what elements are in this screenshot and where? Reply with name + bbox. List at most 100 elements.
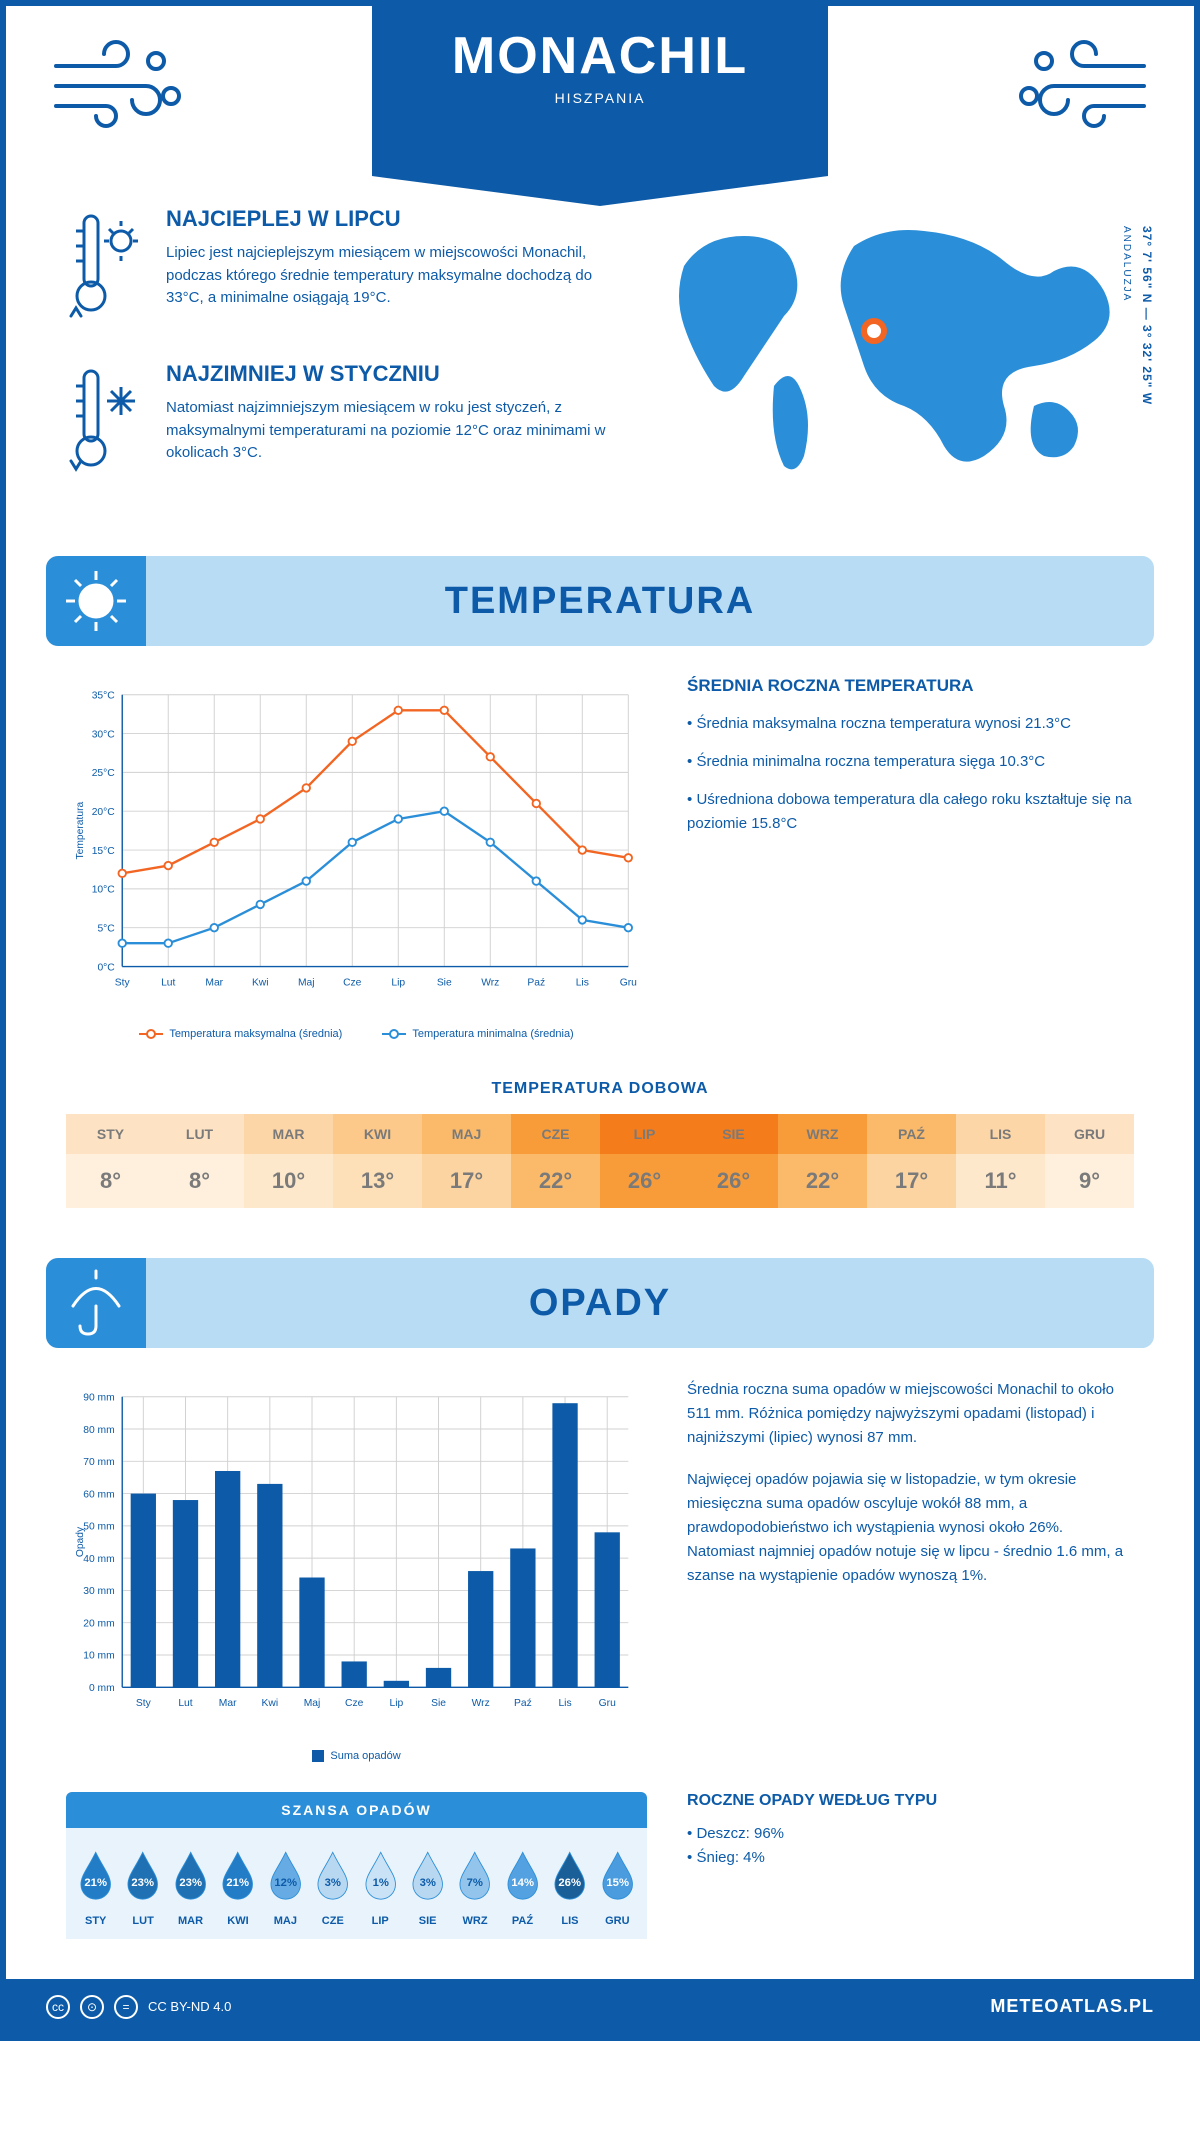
- chance-drop: 23% LUT: [121, 1844, 164, 1927]
- svg-text:26%: 26%: [559, 1877, 582, 1889]
- svg-text:Cze: Cze: [345, 1698, 364, 1709]
- chance-drop: 14% PAŹ: [501, 1844, 544, 1927]
- daily-temp-block: TEMPERATURA DOBOWA STY 8° LUT 8° MAR 10°…: [6, 1080, 1194, 1258]
- precip-type-line: • Śnieg: 4%: [687, 1846, 1134, 1870]
- svg-text:21%: 21%: [227, 1877, 250, 1889]
- daily-temp-cell: SIE 26°: [689, 1114, 778, 1208]
- svg-text:90 mm: 90 mm: [83, 1393, 114, 1404]
- chance-drop: 3% SIE: [406, 1844, 449, 1927]
- daily-temp-title: TEMPERATURA DOBOWA: [66, 1080, 1134, 1098]
- svg-text:Sty: Sty: [136, 1698, 152, 1709]
- legend-min: Temperatura minimalna (średnia): [412, 1028, 573, 1040]
- chance-drop: 26% LIS: [548, 1844, 591, 1927]
- coldest-block: NAJZIMNIEJ W STYCZNIU Natomiast najzimni…: [66, 361, 614, 486]
- svg-text:Maj: Maj: [304, 1698, 321, 1709]
- svg-text:Mar: Mar: [219, 1698, 237, 1709]
- annual-temp-bullet: • Uśredniona dobowa temperatura dla całe…: [687, 788, 1134, 836]
- cc-icon: cc: [46, 1995, 70, 2019]
- chance-block: SZANSA OPADÓW 21% STY 23% LUT 23% MAR 21…: [66, 1792, 647, 1939]
- svg-text:Sty: Sty: [115, 977, 131, 988]
- svg-text:14%: 14%: [511, 1877, 534, 1889]
- svg-text:10 mm: 10 mm: [83, 1651, 114, 1662]
- daily-temp-cell: WRZ 22°: [778, 1114, 867, 1208]
- svg-text:3%: 3%: [420, 1877, 436, 1889]
- coldest-text: Natomiast najzimniejszym miesiącem w rok…: [166, 397, 614, 465]
- svg-text:23%: 23%: [179, 1877, 202, 1889]
- annual-temp-title: ŚREDNIA ROCZNA TEMPERATURA: [687, 676, 1134, 696]
- svg-text:20 mm: 20 mm: [83, 1619, 114, 1630]
- thermometer-sun-icon: [66, 206, 146, 331]
- precip-text: Średnia roczna suma opadów w miejscowośc…: [687, 1378, 1134, 1450]
- country-subtitle: HISZPANIA: [452, 90, 748, 106]
- svg-text:15%: 15%: [606, 1877, 629, 1889]
- svg-text:Maj: Maj: [298, 977, 315, 988]
- svg-text:30°C: 30°C: [92, 729, 116, 740]
- svg-text:Paź: Paź: [527, 977, 545, 988]
- temperature-title: TEMPERATURA: [46, 580, 1154, 623]
- coldest-title: NAJZIMNIEJ W STYCZNIU: [166, 361, 614, 387]
- svg-text:Gru: Gru: [620, 977, 637, 988]
- daily-temp-cell: CZE 22°: [511, 1114, 600, 1208]
- svg-text:35°C: 35°C: [92, 690, 116, 701]
- chance-drop: 3% CZE: [311, 1844, 354, 1927]
- daily-temp-cell: GRU 9°: [1045, 1114, 1134, 1208]
- daily-temp-cell: STY 8°: [66, 1114, 155, 1208]
- svg-text:Lip: Lip: [389, 1698, 403, 1709]
- svg-text:3%: 3%: [325, 1877, 341, 1889]
- precip-type-title: ROCZNE OPADY WEDŁUG TYPU: [687, 1792, 1134, 1810]
- daily-temp-cell: MAR 10°: [244, 1114, 333, 1208]
- umbrella-icon: [46, 1258, 146, 1348]
- svg-text:Sie: Sie: [437, 977, 452, 988]
- svg-text:20°C: 20°C: [92, 807, 116, 818]
- svg-text:0 mm: 0 mm: [89, 1683, 115, 1694]
- annual-temp-bullet: • Średnia maksymalna roczna temperatura …: [687, 712, 1134, 736]
- svg-text:0°C: 0°C: [97, 962, 115, 973]
- precipitation-bar-chart: 0 mm10 mm20 mm30 mm40 mm50 mm60 mm70 mm8…: [66, 1378, 647, 1761]
- daily-temp-cell: LUT 8°: [155, 1114, 244, 1208]
- temp-chart-legend: Temperatura maksymalna (średnia) Tempera…: [66, 1028, 647, 1040]
- chance-drop: 1% LIP: [359, 1844, 402, 1927]
- world-map-block: ANDALUZJA 37° 7' 56" N — 3° 32' 25" W: [654, 206, 1134, 516]
- svg-text:Paź: Paź: [514, 1698, 532, 1709]
- svg-text:Lut: Lut: [161, 977, 175, 988]
- svg-text:Lis: Lis: [576, 977, 589, 988]
- svg-text:30 mm: 30 mm: [83, 1587, 114, 1598]
- precip-text: Najwięcej opadów pojawia się w listopadz…: [687, 1468, 1134, 1588]
- world-map-icon: [654, 206, 1134, 491]
- svg-text:50 mm: 50 mm: [83, 1522, 114, 1533]
- annual-temp-block: ŚREDNIA ROCZNA TEMPERATURA • Średnia mak…: [687, 676, 1134, 1040]
- hottest-title: NAJCIEPLEJ W LIPCU: [166, 206, 614, 232]
- precip-type-block: ROCZNE OPADY WEDŁUG TYPU • Deszcz: 96% •…: [687, 1792, 1134, 1870]
- license-text: CC BY-ND 4.0: [148, 1999, 231, 2014]
- svg-text:Gru: Gru: [599, 1698, 616, 1709]
- precip-type-line: • Deszcz: 96%: [687, 1822, 1134, 1846]
- svg-text:Cze: Cze: [343, 977, 362, 988]
- precip-chart-legend: Suma opadów: [66, 1750, 647, 1762]
- chance-drop: 7% WRZ: [453, 1844, 496, 1927]
- temperature-section-header: TEMPERATURA: [46, 556, 1154, 646]
- intro-section: NAJCIEPLEJ W LIPCU Lipiec jest najcieple…: [6, 206, 1194, 556]
- nd-icon: =: [114, 1995, 138, 2019]
- svg-text:25°C: 25°C: [92, 768, 116, 779]
- precipitation-title: OPADY: [46, 1282, 1154, 1325]
- region-label: ANDALUZJA: [1121, 226, 1132, 302]
- chance-title: SZANSA OPADÓW: [66, 1792, 647, 1828]
- daily-temp-cell: MAJ 17°: [422, 1114, 511, 1208]
- svg-text:1%: 1%: [372, 1877, 388, 1889]
- chance-drop: 21% STY: [74, 1844, 117, 1927]
- daily-temp-cell: PAŹ 17°: [867, 1114, 956, 1208]
- precip-text-block: Średnia roczna suma opadów w miejscowośc…: [687, 1378, 1134, 1761]
- hottest-text: Lipiec jest najcieplejszym miesiącem w m…: [166, 242, 614, 310]
- svg-text:10°C: 10°C: [92, 885, 116, 896]
- coords-label: 37° 7' 56" N — 3° 32' 25" W: [1140, 226, 1154, 405]
- svg-text:Sie: Sie: [431, 1698, 446, 1709]
- temperature-line-chart: 0°C5°C10°C15°C20°C25°C30°C35°CStyLutMarK…: [66, 676, 647, 1040]
- city-title: MONACHIL: [452, 26, 748, 86]
- svg-text:7%: 7%: [467, 1877, 483, 1889]
- svg-text:Wrz: Wrz: [481, 977, 499, 988]
- svg-text:Lut: Lut: [178, 1698, 192, 1709]
- footer: cc ⊙ = CC BY-ND 4.0 METEOATLAS.PL: [6, 1979, 1194, 2035]
- by-icon: ⊙: [80, 1995, 104, 2019]
- svg-text:Temperatura: Temperatura: [75, 801, 86, 859]
- daily-temp-cell: LIS 11°: [956, 1114, 1045, 1208]
